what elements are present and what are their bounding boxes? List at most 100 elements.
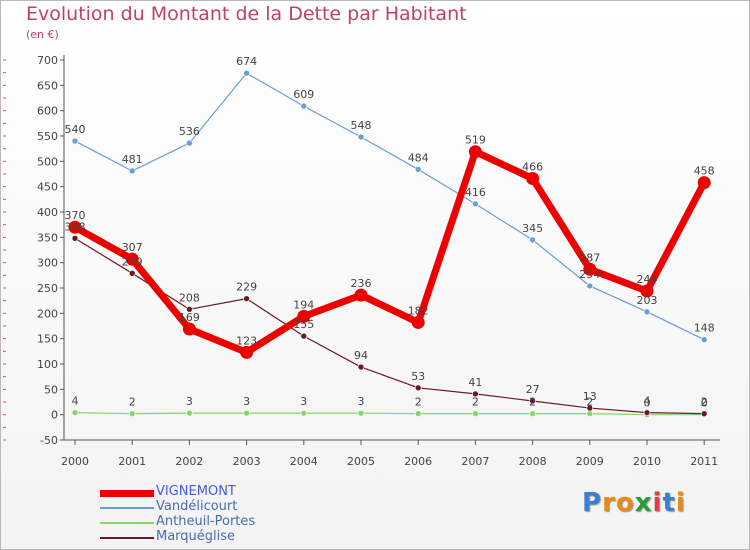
data-point-Vandélicourt bbox=[700, 336, 708, 343]
x-tick-label: 2009 bbox=[576, 455, 604, 468]
data-label-Marquéglise: 94 bbox=[354, 349, 368, 362]
data-point-Antheuil-Portes bbox=[472, 410, 479, 417]
data-point-VIGNEMONT bbox=[297, 309, 311, 323]
data-label-VIGNEMONT: 519 bbox=[465, 134, 486, 147]
data-label-Vandélicourt: 416 bbox=[465, 186, 486, 199]
proxiti-logo: Proxiti bbox=[582, 488, 686, 518]
x-tick-label: 2002 bbox=[175, 455, 203, 468]
data-point-Vandélicourt bbox=[71, 137, 79, 145]
data-point-Antheuil-Portes bbox=[529, 410, 536, 417]
data-point-Marquéglise bbox=[128, 270, 136, 277]
y-tick-label: 500 bbox=[37, 155, 58, 168]
data-point-Antheuil-Portes bbox=[300, 409, 308, 417]
data-point-Antheuil-Portes bbox=[414, 410, 422, 417]
data-label-Marquéglise: 41 bbox=[468, 376, 482, 389]
legend-label: VIGNEMONT bbox=[156, 484, 236, 499]
legend-label: Vandélicourt bbox=[156, 499, 238, 514]
data-point-Vandélicourt bbox=[357, 133, 365, 141]
data-point-VIGNEMONT bbox=[240, 345, 254, 359]
x-tick-label: 2000 bbox=[61, 455, 89, 468]
data-label-Antheuil-Portes: 2 bbox=[415, 396, 422, 409]
logo-letter: r bbox=[602, 488, 616, 518]
x-tick-label: 2005 bbox=[347, 455, 375, 468]
data-point-Vandélicourt bbox=[300, 102, 308, 110]
legend-swatch bbox=[100, 522, 154, 524]
data-point-Marquéglise bbox=[71, 235, 79, 242]
data-label-Marquéglise: 348 bbox=[65, 220, 86, 233]
data-point-Vandélicourt bbox=[529, 236, 536, 244]
y-tick-label: 100 bbox=[37, 358, 58, 371]
data-point-VIGNEMONT bbox=[526, 172, 540, 186]
legend-label: Antheuil-Portes bbox=[156, 514, 256, 529]
data-label-Vandélicourt: 254 bbox=[579, 268, 600, 281]
data-point-VIGNEMONT bbox=[68, 220, 82, 234]
y-tick-label: 600 bbox=[37, 105, 58, 118]
data-point-Vandélicourt bbox=[586, 282, 594, 290]
data-point-Antheuil-Portes bbox=[357, 409, 365, 417]
data-label-Marquéglise: 13 bbox=[583, 390, 597, 403]
data-label-Vandélicourt: 484 bbox=[408, 151, 429, 164]
legend-swatch bbox=[100, 507, 154, 509]
x-tick-label: 2007 bbox=[461, 455, 489, 468]
y-tick-label: 300 bbox=[37, 257, 58, 270]
data-label-Vandélicourt: 345 bbox=[522, 222, 543, 235]
chart-title: Evolution du Montant de la Dette par Hab… bbox=[26, 3, 467, 25]
y-tick-label: 650 bbox=[37, 79, 58, 92]
data-point-Marquéglise bbox=[700, 410, 708, 417]
data-label-VIGNEMONT: 244 bbox=[637, 273, 658, 286]
data-point-Vandélicourt bbox=[243, 69, 250, 77]
data-label-VIGNEMONT: 194 bbox=[293, 298, 314, 311]
y-tick-label: 200 bbox=[37, 307, 58, 320]
data-point-Antheuil-Portes bbox=[243, 409, 250, 417]
y-tick-label: 150 bbox=[37, 333, 58, 346]
legend-swatch bbox=[100, 489, 154, 497]
data-label-VIGNEMONT: 307 bbox=[122, 241, 143, 254]
data-label-VIGNEMONT: 123 bbox=[236, 334, 257, 347]
y-tick-label: 400 bbox=[37, 206, 58, 219]
chart-subtitle: (en €) bbox=[26, 28, 59, 41]
data-label-Antheuil-Portes: 2 bbox=[586, 396, 593, 409]
logo-letter: x bbox=[634, 488, 653, 518]
data-label-Antheuil-Portes: 2 bbox=[129, 396, 136, 409]
y-tick-label: 350 bbox=[37, 231, 58, 244]
data-label-Marquéglise: 27 bbox=[526, 383, 540, 396]
data-label-VIGNEMONT: 182 bbox=[408, 304, 429, 317]
logo-letter: i bbox=[652, 488, 663, 518]
x-tick-label: 2004 bbox=[290, 455, 318, 468]
data-label-Antheuil-Portes: 2 bbox=[529, 396, 536, 409]
data-label-Marquéglise: 279 bbox=[122, 255, 143, 268]
series-line-Vandélicourt bbox=[74, 72, 705, 341]
data-point-Marquéglise bbox=[186, 305, 193, 313]
data-point-Marquéglise bbox=[300, 332, 308, 340]
y-tick-label: 700 bbox=[37, 54, 58, 67]
series-line-VIGNEMONT bbox=[73, 148, 708, 356]
data-point-Antheuil-Portes bbox=[586, 410, 594, 417]
data-point-Marquéglise bbox=[472, 390, 479, 398]
data-label-Marquéglise: 155 bbox=[293, 318, 314, 331]
y-tick-label: 450 bbox=[37, 181, 58, 194]
x-tick-label: 2010 bbox=[633, 455, 661, 468]
data-point-Antheuil-Portes bbox=[186, 409, 193, 417]
data-label-VIGNEMONT: 466 bbox=[522, 161, 543, 174]
data-point-VIGNEMONT bbox=[411, 315, 425, 329]
logo-letter: P bbox=[582, 488, 603, 518]
data-point-VIGNEMONT bbox=[354, 288, 368, 302]
data-label-Vandélicourt: 609 bbox=[293, 88, 314, 101]
data-label-VIGNEMONT: 236 bbox=[351, 277, 372, 290]
data-point-Antheuil-Portes bbox=[71, 409, 79, 416]
data-point-Marquéglise bbox=[643, 409, 651, 416]
x-tick-label: 2003 bbox=[233, 455, 261, 468]
data-point-Marquéglise bbox=[586, 404, 594, 412]
data-label-Vandélicourt: 540 bbox=[65, 123, 86, 136]
data-label-Antheuil-Portes: 3 bbox=[186, 395, 193, 408]
series-line-Antheuil-Portes bbox=[74, 412, 705, 416]
data-point-VIGNEMONT bbox=[125, 252, 139, 266]
data-point-Vandélicourt bbox=[186, 139, 193, 147]
data-point-Antheuil-Portes bbox=[128, 410, 136, 417]
data-label-VIGNEMONT: 370 bbox=[65, 209, 86, 222]
y-tick-label: 550 bbox=[37, 130, 58, 143]
data-point-Vandélicourt bbox=[128, 167, 136, 175]
x-tick-label: 2006 bbox=[404, 455, 432, 468]
data-label-VIGNEMONT: 458 bbox=[694, 165, 715, 178]
